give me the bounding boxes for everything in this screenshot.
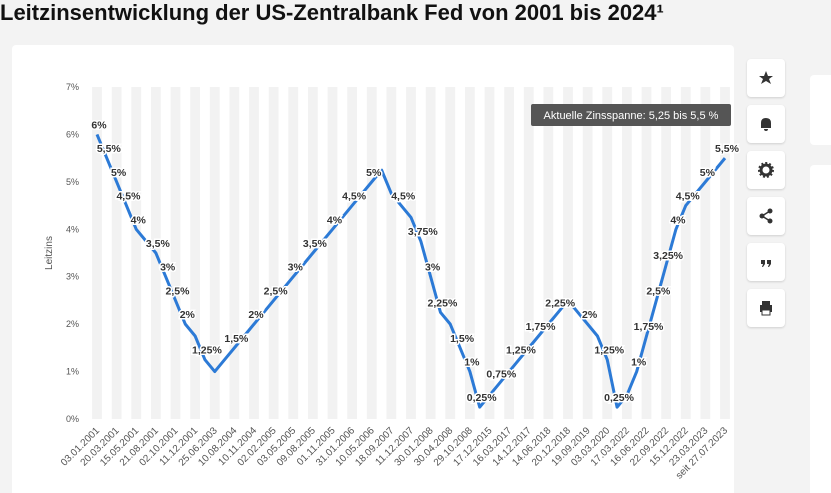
side-panel: [810, 165, 831, 493]
data-label: 3,5%: [146, 238, 171, 250]
data-label: 3%: [288, 262, 304, 274]
band: [406, 87, 416, 419]
data-label: 1%: [631, 357, 647, 369]
band: [190, 87, 201, 419]
band: [131, 87, 142, 419]
y-tick-label: 3%: [66, 272, 79, 282]
data-label: 3,75%: [408, 226, 438, 238]
band: [661, 87, 672, 419]
data-label: 2,5%: [166, 285, 191, 297]
bands: [92, 87, 730, 419]
data-label: 4,5%: [676, 191, 701, 203]
band: [720, 87, 730, 419]
share-button[interactable]: [747, 197, 785, 235]
band: [464, 87, 475, 419]
band: [641, 87, 652, 419]
y-axis-label: Leitzins: [44, 236, 55, 270]
band: [229, 87, 240, 419]
band: [621, 87, 632, 419]
y-tick-label: 1%: [66, 367, 79, 377]
data-label: 1,25%: [594, 345, 624, 357]
band: [386, 87, 397, 419]
band: [504, 87, 515, 419]
band: [249, 87, 259, 419]
settings-button[interactable]: [747, 151, 785, 189]
plot: 6%5,5%5%4,5%4%3,5%3%2,5%2%1,25%1,5%2%2,5…: [90, 118, 741, 409]
data-label: 1,75%: [634, 321, 664, 333]
data-label: 3,5%: [303, 238, 328, 250]
data-label: 0,25%: [604, 392, 634, 404]
data-label: 3%: [160, 262, 176, 274]
page-title: Leitzinsentwicklung der US-Zentralbank F…: [0, 0, 664, 25]
data-label: 1,75%: [526, 321, 556, 333]
band: [111, 87, 122, 419]
data-label: 3%: [425, 262, 441, 274]
tooltip-text: Aktuelle Zinsspanne: 5,25 bis 5,5 %: [544, 110, 719, 122]
data-label: 1,25%: [506, 345, 536, 357]
y-tick-label: 2%: [66, 319, 79, 329]
data-label: 3,25%: [653, 250, 683, 262]
band: [582, 87, 593, 419]
line: [95, 133, 727, 409]
band: [288, 87, 299, 419]
tooltip-box: [531, 104, 731, 126]
band: [327, 87, 338, 419]
data-label: 1%: [464, 357, 480, 369]
data-label: 2%: [582, 309, 598, 321]
data-label: 0,25%: [467, 392, 497, 404]
y-tick-label: 7%: [66, 82, 79, 92]
data-label: 6%: [91, 119, 107, 131]
data-label: 4%: [670, 214, 686, 226]
band: [445, 87, 456, 419]
data-label: 4%: [131, 214, 147, 226]
chart: 6%5,5%5%4,5%4%3,5%3%2,5%2%1,25%1,5%2%2,5…: [44, 82, 741, 481]
data-label: 2%: [180, 309, 196, 321]
y-tick-label: 6%: [66, 129, 79, 139]
y-tick-label: 0%: [66, 414, 79, 424]
band: [523, 87, 534, 419]
data-label: 4,5%: [116, 191, 141, 203]
data-label: 2,5%: [264, 285, 289, 297]
y-tick-label: 4%: [66, 224, 79, 234]
data-label: 5,5%: [97, 143, 122, 155]
y-tick-label: 5%: [66, 177, 79, 187]
band: [92, 87, 102, 419]
band: [484, 87, 495, 419]
data-label: 5%: [111, 167, 127, 179]
data-label: 2%: [248, 309, 264, 321]
band: [170, 87, 181, 419]
favorite-button[interactable]: [747, 59, 785, 97]
band: [366, 87, 377, 419]
band: [268, 87, 279, 419]
band: [700, 87, 711, 419]
data-label: 5%: [366, 167, 382, 179]
data-label: 5,5%: [715, 143, 740, 155]
data-label: 2,5%: [646, 285, 671, 297]
band: [543, 87, 554, 419]
data-label: 5%: [700, 167, 716, 179]
band: [563, 87, 573, 419]
band: [680, 87, 691, 419]
band: [425, 87, 436, 419]
data-label: 1,5%: [224, 333, 249, 345]
cite-button[interactable]: [747, 243, 785, 281]
data-label: 1,5%: [450, 333, 475, 345]
data-label: 2,25%: [545, 297, 575, 309]
band: [347, 87, 358, 419]
data-label: 4%: [327, 214, 343, 226]
data-label: 2,25%: [428, 297, 458, 309]
data-label: 0,75%: [486, 368, 516, 380]
data-label: 1,25%: [192, 345, 222, 357]
band: [209, 87, 220, 419]
notification-button[interactable]: [747, 105, 785, 143]
print-button[interactable]: [747, 289, 785, 327]
band: [602, 87, 613, 419]
side-panel: [810, 75, 831, 145]
data-label: 4,5%: [391, 191, 416, 203]
data-label: 4,5%: [342, 191, 367, 203]
